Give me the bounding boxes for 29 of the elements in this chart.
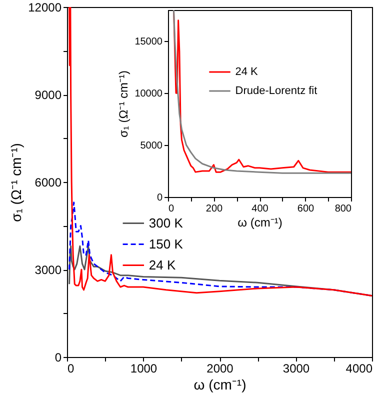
x-tick-label: 800 (334, 204, 352, 214)
x-axis-title: ω (cm⁻¹) (194, 376, 246, 392)
y-axis-title: σ₁ (Ω⁻¹ cm⁻¹) (116, 70, 131, 138)
x-tick-label: 0 (68, 362, 74, 376)
y-tick-label: 3000 (34, 263, 62, 277)
y-tick-label: 12000 (28, 0, 62, 14)
x-tick-label: 0 (168, 204, 174, 214)
x-axis-title: ω (cm⁻¹) (238, 216, 282, 230)
legend-label: 24 K (235, 66, 259, 78)
legend-label: Drude-Lorentz fit (235, 84, 318, 97)
y-tick-label: 6000 (34, 176, 62, 190)
x-tick-label: 4000 (346, 362, 373, 376)
y-tick-label: 10000 (134, 88, 163, 100)
y-tick-label: 15000 (134, 36, 163, 48)
y-tick-label: 0 (54, 350, 62, 364)
line-series (68, 7, 372, 296)
y-tick-label: 0 (156, 192, 163, 204)
legend-label: 24 K (148, 257, 176, 272)
x-tick-label: 3000 (282, 362, 310, 376)
y-axis-title: σ₁ (Ω⁻¹ cm⁻¹) (8, 143, 24, 222)
legend-label: 300 K (148, 215, 184, 230)
x-tick-label: 400 (252, 204, 269, 214)
x-tick-label: 2000 (206, 362, 234, 376)
y-tick-label: 5000 (140, 140, 163, 152)
legend-label: 150 K (148, 236, 184, 252)
x-tick-label: 600 (297, 204, 315, 214)
y-tick-label: 9000 (34, 88, 62, 102)
x-tick-label: 200 (206, 204, 224, 214)
x-tick-label: 1000 (130, 362, 158, 376)
